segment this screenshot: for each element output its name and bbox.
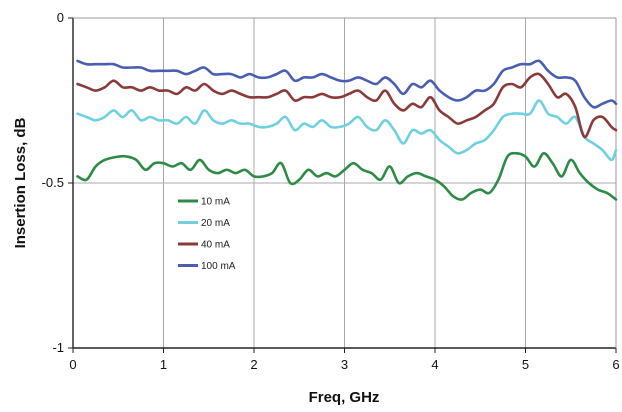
y-tick-label: -0.5	[42, 175, 64, 190]
series-line-10-ma	[76, 151, 618, 201]
y-tick-label: -1	[52, 340, 64, 355]
legend: 10 mA 20 mA 40 mA 100 mA	[178, 197, 236, 272]
y-axis-title: Insertion Loss, dB	[12, 117, 29, 248]
x-tick-label: 5	[522, 357, 529, 372]
x-tick-label: 3	[341, 357, 348, 372]
x-axis-title: Freq, GHz	[309, 389, 380, 406]
series-line-20-ma	[76, 99, 618, 162]
x-tick-label: 1	[160, 357, 167, 372]
legend-label-40-ma: 40 mA	[201, 240, 230, 251]
x-tick-label: 2	[250, 357, 257, 372]
y-tick-label: 0	[57, 10, 64, 25]
x-tick-label: 6	[612, 357, 619, 372]
legend-label-10-ma: 10 mA	[201, 197, 230, 208]
series-line-100-ma	[76, 59, 618, 109]
x-tick-label: 4	[431, 357, 438, 372]
series-layer	[76, 59, 618, 201]
y-axis-ticks: 0 -0.5 -1	[42, 10, 73, 355]
legend-label-20-ma: 20 mA	[201, 218, 230, 229]
legend-label-100-ma: 100 mA	[201, 261, 236, 272]
x-tick-label: 0	[69, 357, 76, 372]
x-axis-ticks: 0 1 2 3 4 5 6	[69, 348, 620, 372]
series-line-40-ma	[76, 72, 618, 139]
